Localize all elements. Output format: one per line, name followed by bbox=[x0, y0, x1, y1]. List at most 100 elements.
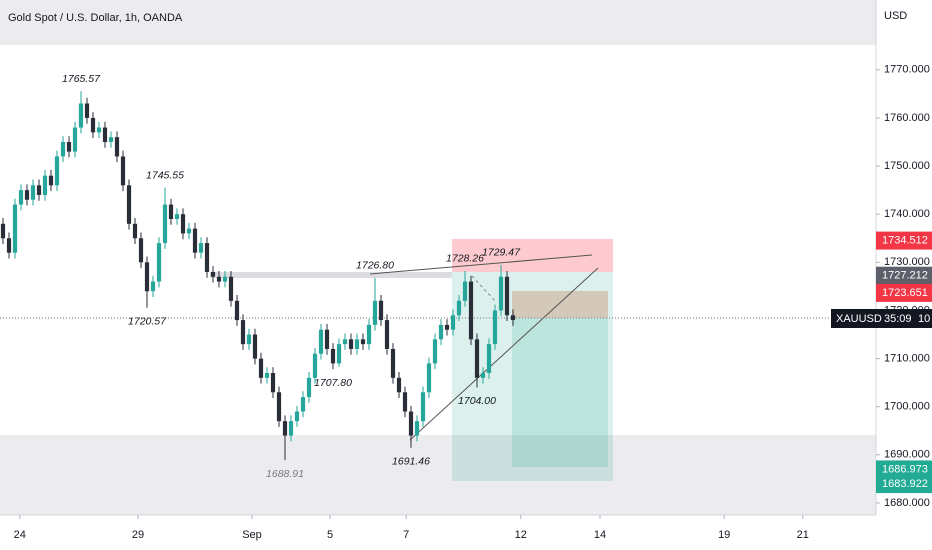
candle-body bbox=[378, 300, 384, 321]
x-tick-label: 29 bbox=[132, 529, 144, 541]
candle-body bbox=[42, 175, 48, 195]
candle-body bbox=[252, 334, 258, 359]
y-tick-label: 1730.000 bbox=[884, 256, 930, 268]
x-tick-label: 24 bbox=[14, 529, 26, 541]
candle-body bbox=[162, 204, 168, 244]
candle-body bbox=[468, 281, 474, 340]
price-annotation: 1691.46 bbox=[392, 456, 430, 468]
price-tag bbox=[876, 266, 932, 285]
candle-body bbox=[432, 339, 438, 364]
countdown: 35:09 bbox=[884, 313, 912, 325]
candle-body bbox=[456, 300, 462, 316]
resistance-zone bbox=[210, 272, 452, 278]
candle-body bbox=[420, 392, 426, 422]
candle-body bbox=[102, 127, 108, 142]
candle-body bbox=[72, 127, 78, 152]
candle-body bbox=[510, 315, 516, 321]
candle-body bbox=[114, 137, 120, 157]
candle-body bbox=[60, 141, 66, 157]
y-tick-label: 1680.000 bbox=[884, 497, 930, 509]
x-tick-label: 21 bbox=[797, 529, 809, 541]
bottom-zone bbox=[0, 435, 876, 515]
candle-body bbox=[96, 127, 102, 133]
price-annotation: 1728.26 bbox=[446, 252, 484, 264]
candle-body bbox=[66, 141, 72, 152]
y-tick-label: 1690.000 bbox=[884, 449, 930, 461]
candle-body bbox=[108, 137, 114, 142]
trend-line bbox=[369, 254, 593, 275]
candle-body bbox=[150, 281, 156, 292]
candle-body bbox=[342, 339, 348, 345]
top-zone bbox=[0, 0, 876, 45]
price-annotation: 1720.57 bbox=[128, 315, 167, 327]
candle-body bbox=[384, 320, 390, 349]
candle-body bbox=[228, 276, 234, 301]
candle-body bbox=[180, 214, 186, 234]
candle-body bbox=[348, 339, 354, 349]
candle-body bbox=[30, 185, 36, 200]
x-tick-label: 14 bbox=[594, 529, 606, 541]
x-tick-label: 19 bbox=[718, 529, 730, 541]
candle-body bbox=[318, 329, 324, 354]
candle-body bbox=[24, 190, 30, 200]
candle-body bbox=[396, 377, 402, 393]
price-tag-label: 1734.512 bbox=[882, 235, 928, 247]
candle-body bbox=[486, 344, 492, 374]
candle-body bbox=[330, 348, 336, 364]
candle-body bbox=[18, 190, 24, 205]
x-tick-label: 12 bbox=[515, 529, 527, 541]
candle-body bbox=[408, 411, 414, 436]
trend-line bbox=[409, 267, 599, 441]
candle-body bbox=[48, 175, 54, 186]
currency: USD bbox=[884, 10, 907, 22]
candle-body bbox=[156, 243, 162, 282]
candle-body bbox=[462, 281, 468, 301]
candle-body bbox=[138, 238, 144, 263]
candle-body bbox=[402, 392, 408, 412]
candle-body bbox=[474, 339, 480, 378]
candle-body bbox=[240, 320, 246, 345]
symbol: XAUUSD bbox=[836, 313, 882, 325]
symbol-tag: XAUUSD 35:09 10 bbox=[831, 309, 932, 328]
candle-body bbox=[78, 103, 84, 128]
candle-body bbox=[498, 276, 504, 311]
price-tag-label: 1683.922 bbox=[882, 478, 928, 490]
candle-body bbox=[174, 214, 180, 219]
y-tick-label: 1740.000 bbox=[884, 208, 930, 220]
candle-body bbox=[366, 324, 372, 345]
price-annotation: 1707.80 bbox=[314, 377, 352, 389]
candle-body bbox=[198, 243, 204, 253]
candle-body bbox=[192, 228, 198, 253]
candle-body bbox=[0, 223, 6, 239]
price-tag bbox=[876, 475, 932, 494]
price-annotation: 1688.91 bbox=[266, 468, 304, 480]
candle-body bbox=[492, 310, 498, 345]
price-tag-label: 1727.212 bbox=[882, 270, 928, 282]
candle-body bbox=[90, 117, 96, 133]
price-tag-label: 1686.973 bbox=[882, 463, 928, 475]
price-annotation: 1745.55 bbox=[146, 169, 184, 181]
candle-body bbox=[126, 185, 132, 224]
candle-body bbox=[426, 363, 432, 393]
candle-body bbox=[372, 300, 378, 325]
candle-body bbox=[360, 339, 366, 345]
price-annotation: 1729.47 bbox=[482, 247, 521, 259]
candle-body bbox=[450, 315, 456, 330]
candle-body bbox=[54, 156, 60, 186]
x-tick-label: 5 bbox=[327, 529, 333, 541]
candle-body bbox=[36, 185, 42, 195]
y-tick-label: 1750.000 bbox=[884, 160, 930, 172]
candle-body bbox=[312, 353, 318, 378]
candle-body bbox=[390, 348, 396, 378]
candle-body bbox=[324, 329, 330, 349]
candle-body bbox=[270, 373, 276, 393]
price-tag bbox=[876, 283, 932, 302]
x-tick-label: 7 bbox=[403, 529, 409, 541]
candle-body bbox=[276, 392, 282, 422]
candle-body bbox=[204, 243, 210, 272]
candle-body bbox=[258, 358, 264, 378]
stop-zone-2 bbox=[512, 291, 608, 318]
candle-body bbox=[300, 397, 306, 412]
y-tick-label: 1700.000 bbox=[884, 401, 930, 413]
